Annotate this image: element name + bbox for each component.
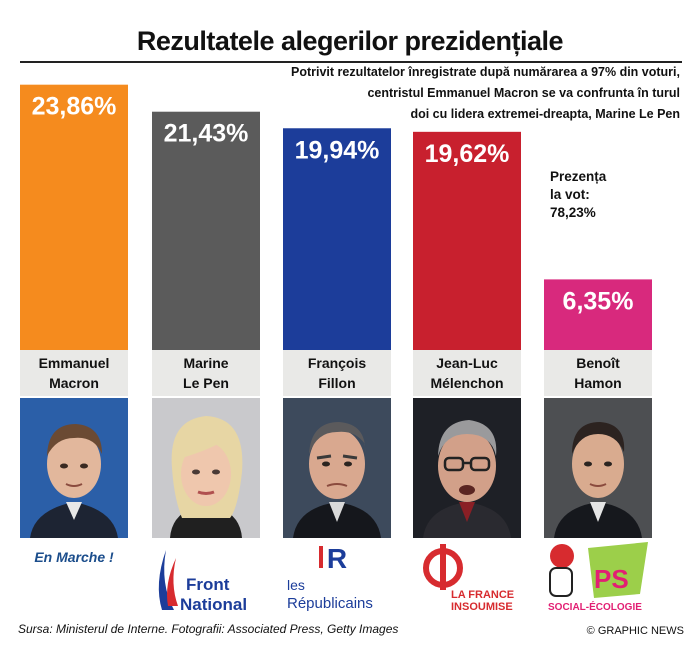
name-line: François [307,355,367,371]
logo-panel-ps: PS SOCIAL-ÉCOLOGIE [544,540,652,614]
melenchon-photo-icon [413,398,521,538]
fist-icon [549,567,573,597]
ps-line-2: SOCIAL-ÉCOLOGIE [548,600,642,613]
france-insoumise-logo: LA FRANCE INSOUMISE [423,544,514,613]
subtitle-line-3: doi cu lidera extremei-dreapta, Marine L… [410,107,680,121]
candidate-name-melenchon: Jean-Luc Mélenchon [413,353,521,393]
rose-icon [550,544,574,568]
name-box-fillon [283,350,391,396]
name-line: Fillon [318,375,356,391]
front-national-logo: Front National [158,550,247,614]
name-line: Emmanuel [38,355,110,371]
name-line: Mélenchon [430,375,504,391]
republicains-line-1: les [287,577,305,593]
flame-red-icon [167,558,178,606]
macron-photo-icon [20,398,128,538]
subtitle-line-1: Potrivit rezultatelor înregistrate după … [291,65,680,79]
fillon-photo-icon [283,398,391,538]
lr-red-bar-icon [319,546,323,568]
name-line: Macron [49,375,99,391]
chart-title: Rezultatele alegerilor prezidențiale [136,26,564,56]
turnout-label-line-1: Prezența [550,169,607,184]
turnout-label-line-2: la vot: [550,187,590,202]
name-box-le-pen [152,350,260,396]
front-national-line-1: Front [186,575,230,594]
candidate-name-le-pen: Marine Le Pen [152,353,260,393]
name-box-melenchon [413,350,521,396]
phi-stem-icon [440,544,446,590]
en-marche-logo-text: En Marche ! [34,549,114,565]
bar-value-label-1: 23,86% [32,93,117,121]
bar-value-label-3: 19,94% [295,136,380,164]
bar-3 [283,128,391,350]
bar-5 [544,279,652,350]
logo-panel-republicains: R les Républicains [283,540,391,614]
ps-logo: PS SOCIAL-ÉCOLOGIE [548,542,648,613]
chart-subtitle: Potrivit rezultatelor înregistrate după … [250,62,680,125]
title-rule [20,61,682,63]
hamon-photo-icon [544,398,652,538]
en-marche-logo: En Marche ! [34,549,114,565]
logo-panel-france-insoumise: LA FRANCE INSOUMISE [413,540,521,614]
name-line: Hamon [574,375,622,391]
bar-value-label-5: 6,35% [563,287,634,315]
candidate-name-fillon: François Fillon [283,353,391,393]
source-note: Sursa: Ministerul de Interne. Fotografii… [18,622,399,636]
ps-line-1: PS [594,564,629,594]
name-box-macron [20,350,128,396]
france-insoumise-line-1: LA FRANCE [451,589,514,601]
logo-panel-front-national: Front National [152,540,260,614]
bar-value-label-4: 19,62% [425,140,510,168]
flame-blue-icon [158,550,174,610]
front-national-line-2: National [180,595,247,614]
subtitle-line-2: centristul Emmanuel Macron se va confrun… [367,86,680,100]
green-leaf-icon [588,542,648,598]
candidate-name-macron: Emmanuel Macron [20,353,128,393]
republicains-logo: R les Républicains [287,543,373,612]
bar-2 [152,111,260,351]
name-line: Le Pen [183,375,229,391]
bar-4 [413,131,521,350]
le-pen-photo-icon [152,398,260,538]
bar-1 [20,84,128,350]
logo-panel-en-marche: En Marche ! [20,540,128,614]
republicains-line-2: Républicains [287,595,373,612]
turnout-annotation: Prezența la vot: 78,23% [550,168,606,222]
france-insoumise-line-2: INSOUMISE [451,601,513,613]
candidate-name-hamon: Benoît Hamon [544,353,652,393]
bar-value-label-2: 21,43% [164,120,249,148]
lr-mark-icon: R [327,543,347,574]
name-line: Marine [183,355,229,371]
name-line: Jean-Luc [436,355,498,371]
turnout-value: 78,23% [550,205,596,220]
name-line: Benoît [576,355,620,371]
name-box-hamon [544,350,652,396]
credit-note: © GRAPHIC NEWS [586,625,684,637]
